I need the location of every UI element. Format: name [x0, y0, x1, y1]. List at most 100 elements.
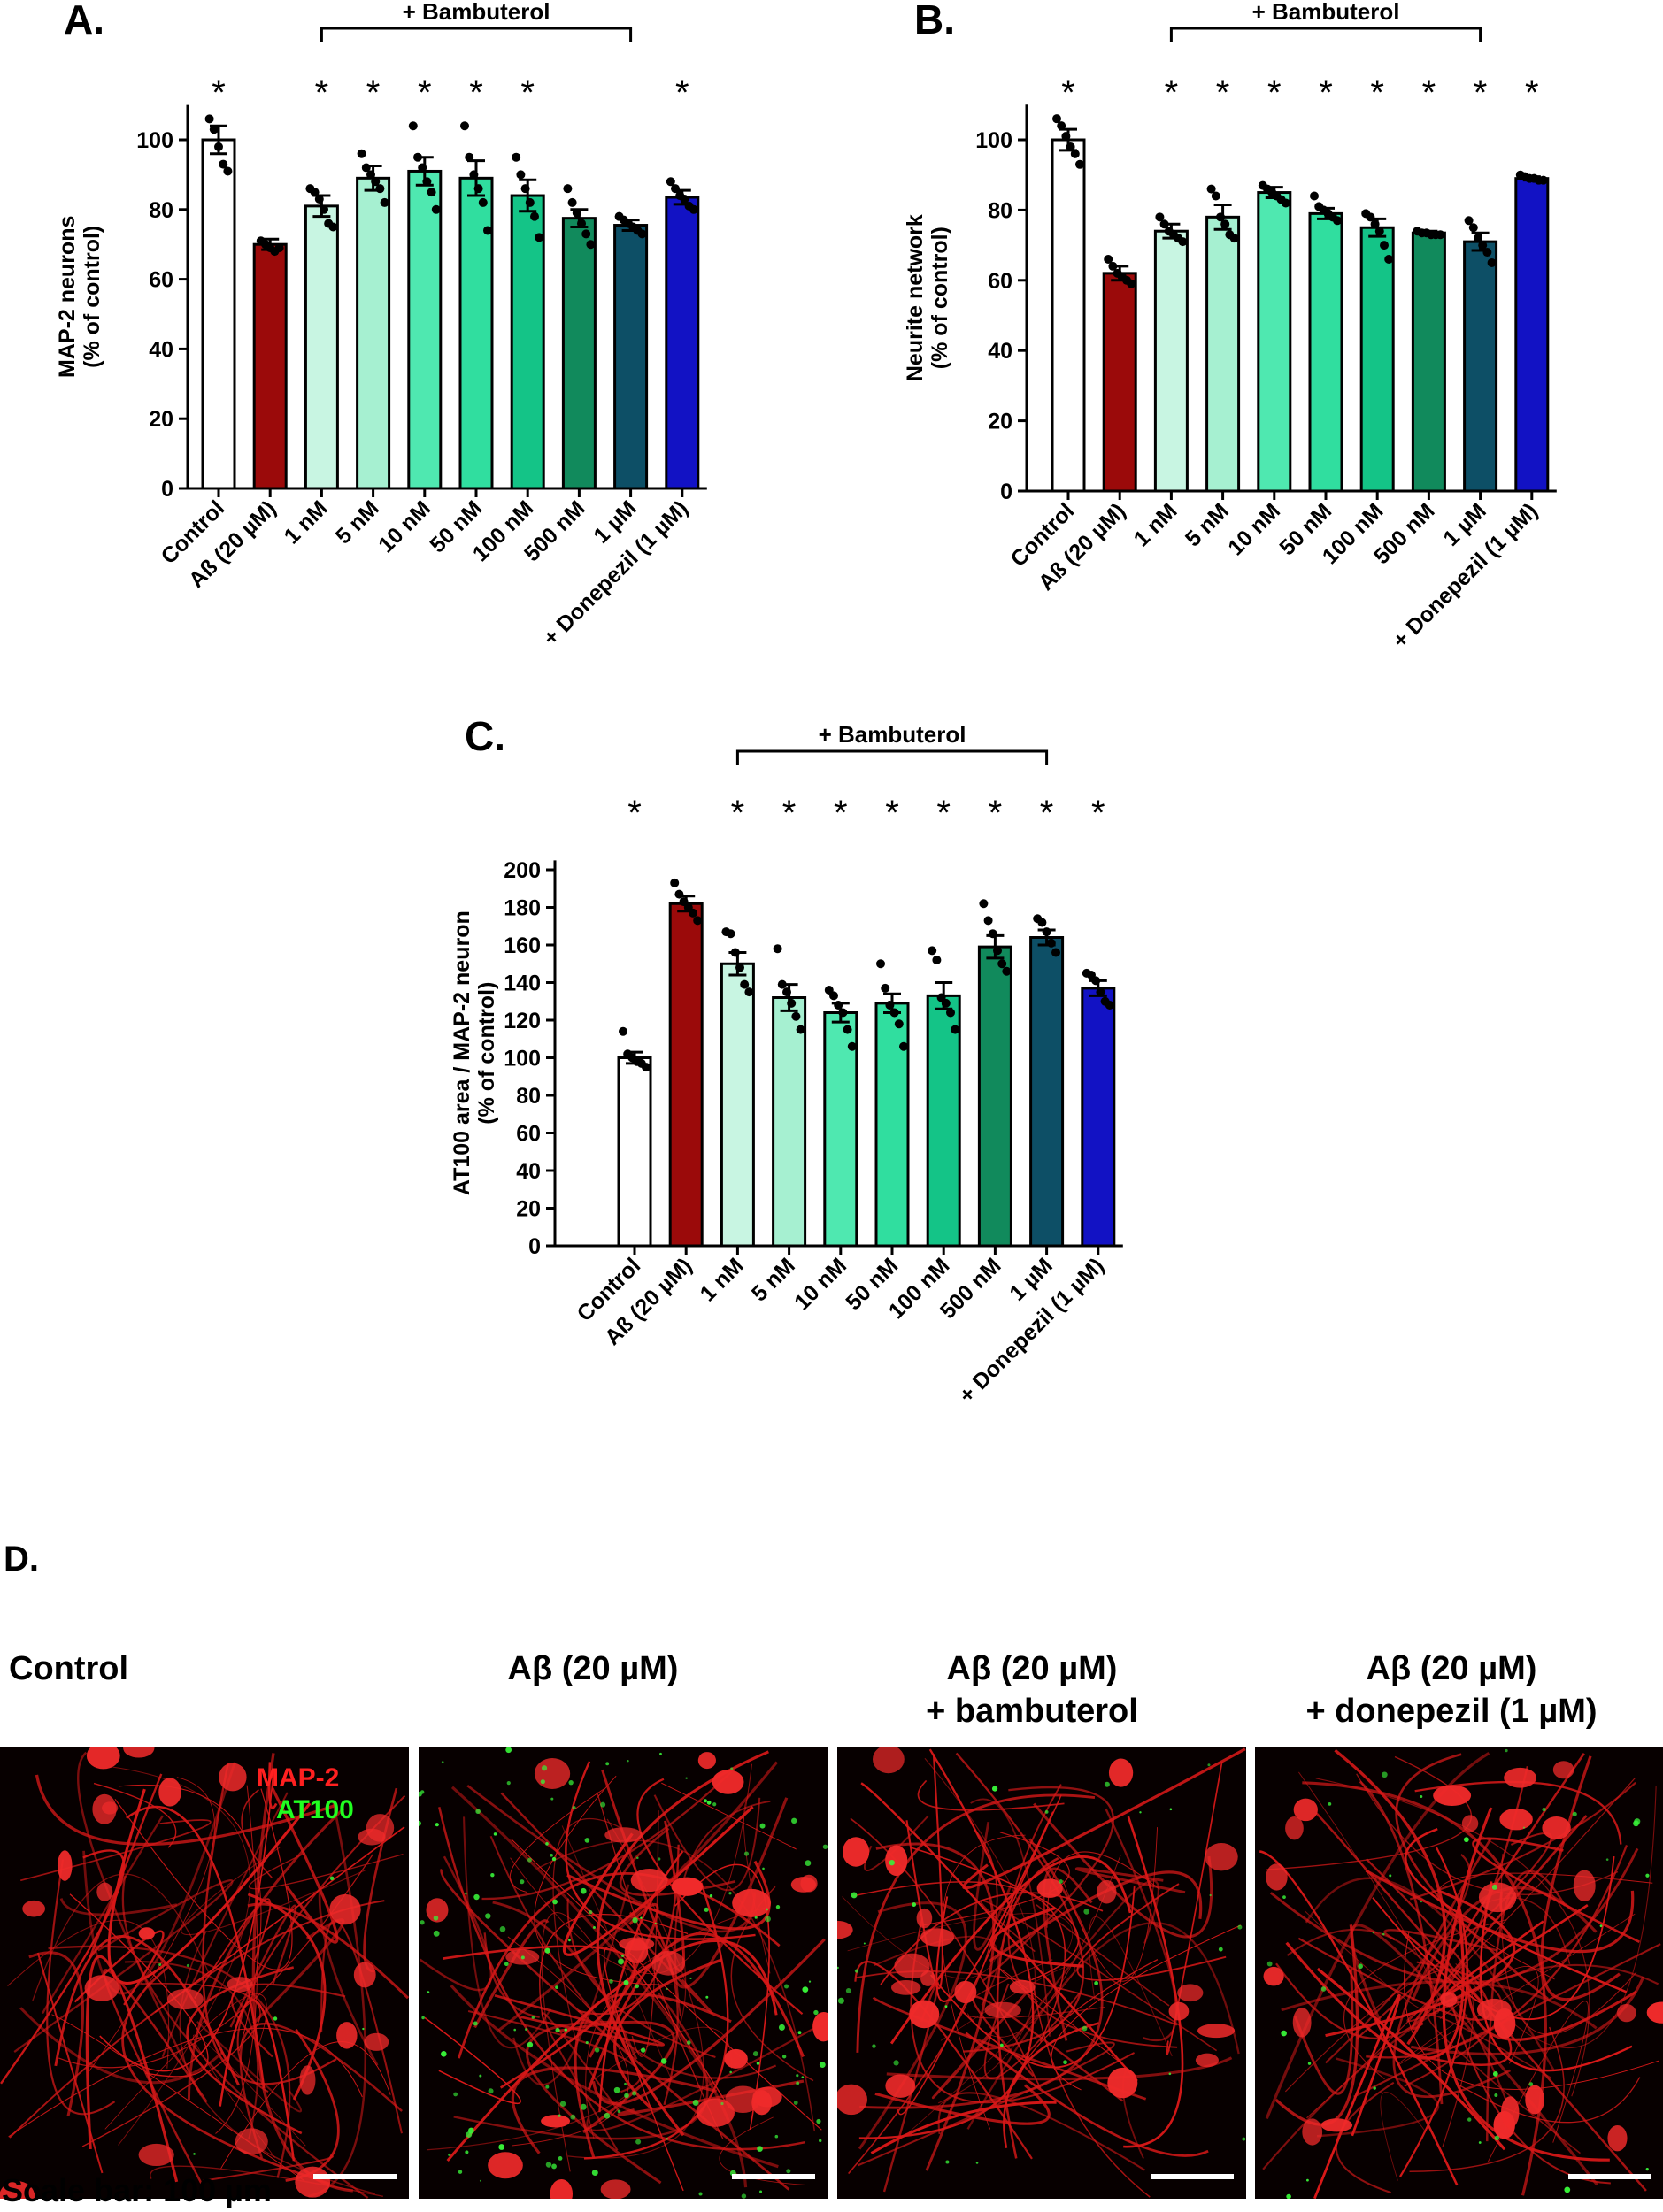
- data-point: [946, 1008, 955, 1018]
- neurite: [59, 1897, 178, 1916]
- at100-puncta: [1044, 1810, 1049, 1814]
- at100-puncta: [1168, 2072, 1172, 2076]
- at100-puncta: [550, 1854, 553, 1857]
- bar: [874, 1002, 910, 1248]
- at100-puncta: [624, 2093, 629, 2099]
- neurite: [69, 1893, 209, 2078]
- neurite: [1075, 1867, 1186, 1894]
- y-tick-label: 200: [504, 858, 541, 883]
- data-point: [1091, 976, 1101, 986]
- data-point: [787, 998, 797, 1008]
- at100-puncta: [613, 2086, 620, 2093]
- at100-puncta: [816, 2118, 821, 2124]
- data-point: [932, 956, 942, 964]
- image-title-abeta-bambuterol: Aβ (20 µM) + bambuterol: [837, 1647, 1227, 1732]
- data-point: [726, 929, 735, 939]
- data-point: [670, 878, 680, 887]
- at100-puncta: [635, 2139, 642, 2145]
- cell-body: [725, 2085, 761, 2113]
- bar: [1081, 987, 1116, 1248]
- at100-puncta: [558, 2114, 561, 2117]
- data-point: [408, 121, 418, 131]
- bar: [407, 169, 443, 490]
- data-point: [838, 1008, 848, 1018]
- cell-body: [909, 2000, 940, 2029]
- at100-puncta: [845, 1988, 851, 1993]
- cell-body: [1646, 2001, 1663, 2024]
- data-point: [1474, 234, 1482, 243]
- data-point: [889, 1008, 899, 1018]
- bar: [1514, 177, 1550, 493]
- at100-puncta: [520, 1879, 525, 1885]
- neurite: [457, 1872, 781, 2059]
- y-tick-label: 100: [975, 128, 1012, 153]
- at100-puncta: [592, 1926, 596, 1930]
- data-point: [1159, 219, 1169, 229]
- neurite: [526, 2020, 662, 2185]
- data-point: [693, 916, 703, 926]
- y-tick-label: 80: [516, 1084, 541, 1109]
- neurite: [511, 2066, 718, 2154]
- neurite: [1262, 1963, 1659, 2170]
- cell-body: [86, 1747, 120, 1770]
- at100-puncta: [837, 1966, 839, 1970]
- significance-star: *: [1474, 73, 1488, 112]
- at100-puncta: [1083, 1909, 1089, 1915]
- data-point: [619, 1026, 627, 1036]
- at100-puncta: [1494, 2135, 1500, 2141]
- y-tick-label: 120: [504, 1009, 541, 1033]
- y-axis-label: MAP-2 neurons(% of control): [55, 216, 104, 378]
- data-point: [209, 125, 219, 134]
- data-point: [1070, 149, 1080, 158]
- cell-body: [1499, 1808, 1533, 1831]
- neurite: [1046, 1851, 1160, 1928]
- at100-puncta: [752, 2051, 758, 2056]
- neurite: [46, 1859, 116, 2116]
- at100-puncta: [550, 1797, 554, 1801]
- neurite: [1316, 2057, 1439, 2138]
- at100-puncta: [527, 1857, 532, 1863]
- significance-star: *: [782, 794, 797, 833]
- data-point: [1061, 132, 1071, 142]
- data-point: [427, 188, 436, 197]
- at100-puncta: [479, 2179, 481, 2182]
- cell-body: [600, 2179, 631, 2199]
- significance-star: *: [1091, 794, 1105, 833]
- y-axis-label-line2: (% of control): [80, 226, 104, 368]
- data-point: [320, 204, 328, 214]
- data-point: [1538, 175, 1548, 185]
- cell-body: [1302, 2118, 1323, 2146]
- at100-puncta: [559, 2101, 566, 2107]
- at100-puncta: [999, 2043, 1004, 2047]
- at100-puncta: [837, 1997, 844, 2004]
- data-point: [773, 944, 782, 954]
- at100-puncta: [1237, 1924, 1243, 1930]
- neurite: [1316, 1967, 1506, 2151]
- neurite: [629, 1911, 679, 2106]
- data-point: [581, 229, 591, 239]
- cell-body: [1036, 1878, 1063, 1898]
- at100-puncta: [872, 2044, 876, 2048]
- neurite: [1123, 1816, 1184, 2148]
- at100-puncta: [448, 2153, 451, 2156]
- data-point: [1052, 114, 1061, 124]
- cell-body: [158, 1778, 181, 1807]
- neurite: [248, 1852, 404, 1890]
- data-point: [666, 177, 675, 187]
- x-tick-label: 1 nM: [696, 1253, 749, 1306]
- at100-puncta: [551, 1856, 557, 1862]
- at100-puncta: [552, 1899, 558, 1905]
- at100-puncta: [1207, 1763, 1211, 1767]
- at100-puncta: [465, 1892, 467, 1895]
- significance-star: *: [1370, 73, 1384, 112]
- significance-star: *: [418, 73, 432, 112]
- neurite: [1479, 1881, 1633, 2072]
- at100-puncta: [441, 1761, 444, 1763]
- at100-puncta: [741, 2193, 747, 2199]
- neurite: [1487, 2001, 1589, 2162]
- neurite: [1297, 1771, 1441, 2015]
- at100-puncta: [1281, 2030, 1287, 2037]
- bar: [1308, 211, 1343, 493]
- data-point: [1051, 948, 1060, 957]
- significance-star: *: [834, 794, 848, 833]
